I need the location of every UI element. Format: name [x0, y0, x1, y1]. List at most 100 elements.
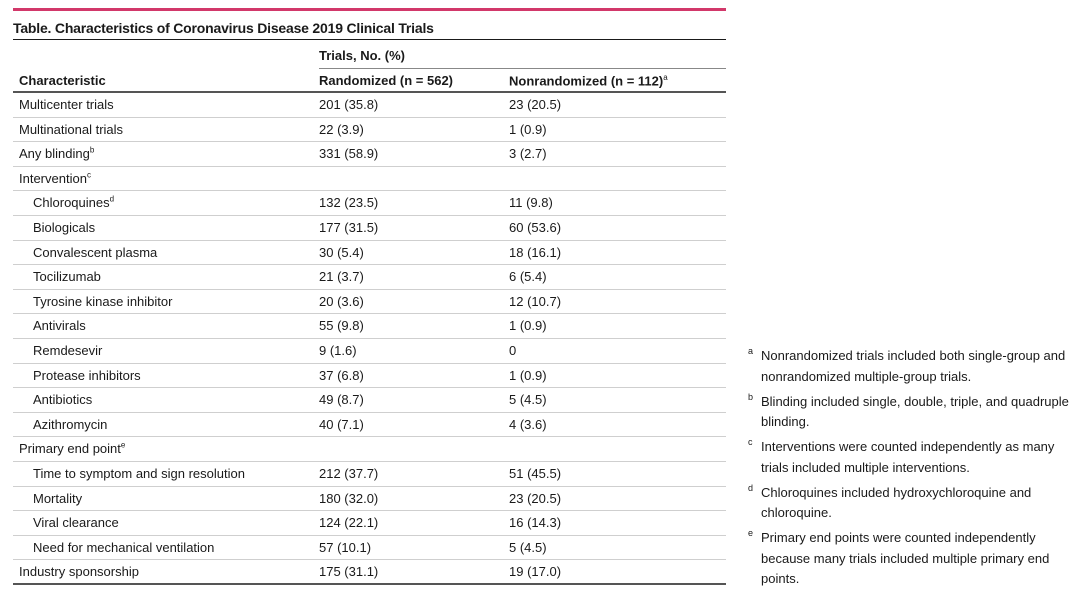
row-randomized: 55 (9.8) — [319, 318, 364, 334]
table-row: Multicenter trials 201 (35.8) 23 (20.5) — [13, 93, 726, 118]
footnote-mark: e — [748, 528, 754, 538]
row-footnote-mark: c — [86, 170, 91, 180]
footnote-mark: a — [748, 346, 754, 356]
row-randomized: 9 (1.6) — [319, 342, 357, 358]
table-row-section: Primary end pointe — [13, 437, 726, 462]
table-row: Multinational trials 22 (3.9) 1 (0.9) — [13, 118, 726, 143]
table-row: Any blindingb 331 (58.9) 3 (2.7) — [13, 142, 726, 167]
row-label-text: Tyrosine kinase inhibitor — [33, 293, 173, 309]
row-randomized: 212 (37.7) — [319, 465, 379, 481]
row-randomized: 124 (22.1) — [319, 515, 379, 531]
row-footnote-mark: d — [109, 195, 115, 205]
row-label-text: Industry sponsorship — [19, 564, 139, 580]
row-nonrandomized: 4 (3.6) — [509, 416, 547, 432]
row-label-text: Azithromycin — [33, 416, 108, 432]
row-nonrandomized: 12 (10.7) — [509, 293, 562, 309]
row-label: Chloroquinesd — [33, 191, 114, 216]
table-row: Viral clearance 124 (22.1) 16 (14.3) — [13, 511, 726, 536]
table-header: Trials, No. (%) Characteristic Randomize… — [13, 40, 726, 93]
table-row: Azithromycin 40 (7.1) 4 (3.6) — [13, 413, 726, 438]
row-nonrandomized: 1 (0.9) — [509, 121, 547, 137]
row-label: Viral clearance — [33, 511, 119, 536]
row-randomized: 40 (7.1) — [319, 416, 364, 432]
row-label: Tocilizumab — [33, 265, 101, 290]
row-nonrandomized: 5 (4.5) — [509, 392, 547, 408]
trials-table: Table. Characteristics of Coronavirus Di… — [13, 8, 726, 585]
row-randomized: 180 (32.0) — [319, 490, 379, 506]
row-nonrandomized: 16 (14.3) — [509, 515, 562, 531]
table-row: Biologicals 177 (31.5) 60 (53.6) — [13, 216, 726, 241]
row-randomized: 20 (3.6) — [319, 293, 364, 309]
row-nonrandomized: 11 (9.8) — [509, 195, 553, 211]
row-label-text: Biologicals — [33, 219, 96, 235]
table-row: Chloroquinesd 132 (23.5) 11 (9.8) — [13, 191, 726, 216]
row-label-text: Mortality — [33, 490, 83, 506]
footnote: a Nonrandomized trials included both sing… — [748, 346, 1073, 387]
row-randomized: 201 (35.8) — [319, 97, 379, 112]
row-label-text: Time to symptom and sign resolution — [33, 465, 245, 481]
row-label: Remdesevir — [33, 339, 102, 364]
title-divider — [13, 39, 726, 40]
row-randomized: 49 (8.7) — [319, 392, 364, 408]
row-randomized: 132 (23.5) — [319, 195, 379, 211]
row-randomized: 331 (58.9) — [319, 146, 379, 162]
row-randomized: 22 (3.9) — [319, 121, 364, 137]
row-randomized: 30 (5.4) — [319, 244, 364, 260]
row-nonrandomized: 19 (17.0) — [509, 564, 562, 580]
row-nonrandomized: 1 (0.9) — [509, 367, 547, 383]
table-row: Antibiotics 49 (8.7) 5 (4.5) — [13, 388, 726, 413]
header-group-label: Trials, No. (%) — [319, 48, 405, 63]
row-label: Antivirals — [33, 314, 86, 339]
header-nonrandomized: Nonrandomized (n = 112)a — [509, 73, 668, 88]
row-label: Mortality — [33, 487, 82, 512]
table-row: Protease inhibitors 37 (6.8) 1 (0.9) — [13, 364, 726, 389]
footnote-text: Blinding included single, double, triple… — [761, 393, 1069, 430]
row-nonrandomized: 51 (45.5) — [509, 465, 562, 481]
header-nonrandomized-label: Nonrandomized (n = 112) — [509, 73, 664, 89]
row-label-text: Remdesevir — [33, 342, 103, 358]
table-row-section: Interventionc — [13, 167, 726, 192]
row-label: Tyrosine kinase inhibitor — [33, 290, 172, 315]
table-body: Multicenter trials 201 (35.8) 23 (20.5) Mu… — [13, 93, 726, 585]
row-label-text: Chloroquines — [33, 195, 110, 211]
footnote-mark: d — [748, 482, 754, 493]
row-label-text: Antibiotics — [33, 392, 93, 408]
footnote-text: Primary end points were counted independ… — [761, 530, 1050, 586]
row-randomized: 57 (10.1) — [319, 539, 372, 555]
row-label: Interventionc — [19, 167, 91, 192]
row-footnote-mark: b — [89, 145, 95, 155]
footnote-text: Chloroquines included hydroxychloroquine… — [761, 484, 1032, 521]
table-row: Need for mechanical ventilation 57 (10.1)… — [13, 536, 726, 561]
footnote: e Primary end points were counted indepen… — [748, 528, 1073, 590]
footnote: b Blinding included single, double, tripl… — [748, 392, 1073, 433]
top-accent-rule — [13, 8, 726, 11]
row-label: Protease inhibitors — [33, 364, 141, 389]
header-group-rule — [319, 68, 726, 69]
row-footnote-mark: e — [120, 440, 126, 450]
table-row: Tocilizumab 21 (3.7) 6 (5.4) — [13, 265, 726, 290]
table-row: Convalescent plasma 30 (5.4) 18 (16.1) — [13, 241, 726, 266]
footnote: d Chloroquines included hydroxychloroquin… — [748, 483, 1073, 524]
row-nonrandomized: 0 — [509, 342, 517, 358]
table-row: Industry sponsorship 175 (31.1) 19 (17.0) — [13, 560, 726, 585]
row-label: Any blindingb — [19, 142, 94, 167]
footnote: c Interventions were counted independentl… — [748, 437, 1073, 478]
row-nonrandomized: 23 (20.5) — [509, 490, 562, 506]
row-label: Time to symptom and sign resolution — [33, 462, 245, 487]
row-label-text: Viral clearance — [33, 515, 119, 531]
footnote-mark: c — [748, 437, 753, 447]
row-label: Convalescent plasma — [33, 241, 157, 266]
row-label-text: Any blinding — [19, 146, 90, 162]
row-label-text: Multinational trials — [19, 121, 124, 137]
header-nonrandomized-mark: a — [663, 73, 668, 82]
row-label-text: Protease inhibitors — [33, 367, 141, 383]
footnotes: a Nonrandomized trials included both sing… — [748, 346, 1073, 594]
row-nonrandomized: 3 (2.7) — [509, 146, 547, 162]
row-label-text: Tocilizumab — [33, 269, 101, 285]
row-label-text: Intervention — [19, 170, 87, 186]
row-label: Biologicals — [33, 216, 95, 241]
row-label-text: Antivirals — [33, 318, 86, 334]
table-row: Mortality 180 (32.0) 23 (20.5) — [13, 487, 726, 512]
footnote-text: Nonrandomized trials included both singl… — [761, 348, 1066, 384]
row-nonrandomized: 6 (5.4) — [509, 269, 547, 285]
